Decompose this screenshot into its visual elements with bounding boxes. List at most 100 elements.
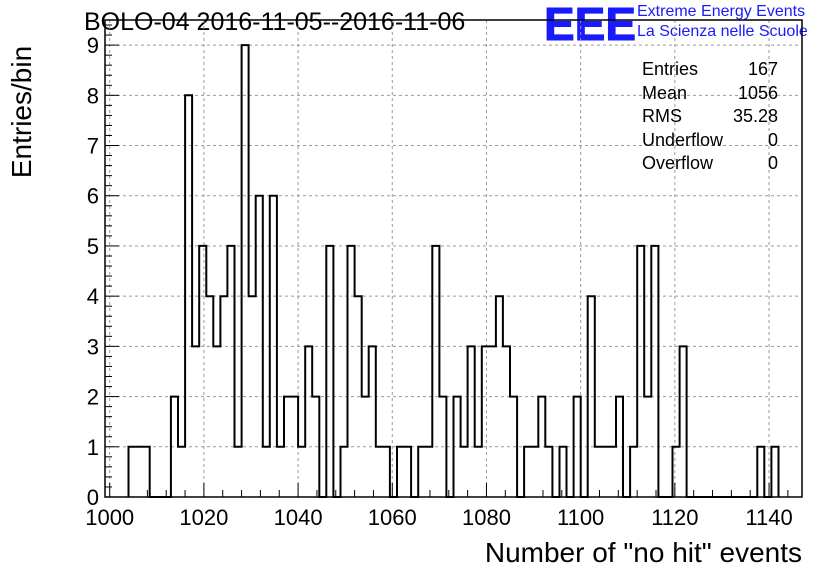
- histogram-bin: [362, 397, 369, 497]
- histogram-bin: [468, 346, 475, 497]
- logo-letters: EEE: [544, 2, 636, 44]
- x-tick-label: 1040: [274, 505, 323, 530]
- y-tick-label: 3: [87, 334, 99, 359]
- stats-box: Entries 167 Mean 1056 RMS 35.28 Underflow 0 Over…: [642, 58, 778, 176]
- histogram-bin: [235, 447, 242, 497]
- x-tick-label: 1100: [557, 505, 604, 530]
- histogram-bin: [129, 447, 136, 497]
- histogram-bin: [425, 447, 432, 497]
- stats-value: 0: [767, 129, 778, 150]
- histogram-bin: [454, 397, 461, 497]
- histogram-bin: [383, 447, 390, 497]
- stats-label: Mean: [642, 82, 688, 103]
- histogram-bin: [538, 397, 545, 497]
- histogram-bin: [404, 447, 411, 497]
- histogram-bin: [298, 447, 305, 497]
- logo-line-2: La Scienza nelle Scuole: [637, 23, 808, 40]
- x-tick-label: 1140: [745, 505, 792, 530]
- histogram-bin: [489, 346, 496, 497]
- histogram-bin: [588, 296, 595, 497]
- histogram-bin: [574, 397, 581, 497]
- histogram-bin: [355, 296, 362, 497]
- y-tick-label: 7: [87, 134, 99, 159]
- stats-value: 167: [747, 59, 778, 79]
- histogram-bin: [220, 296, 227, 497]
- y-tick-label: 1: [87, 435, 99, 460]
- stats-value: 35.28: [732, 106, 778, 126]
- x-tick-label: 1000: [85, 505, 134, 530]
- stats-label: Overflow: [642, 153, 714, 173]
- histogram-bin: [277, 447, 284, 497]
- histogram-bin: [672, 447, 679, 497]
- histogram-bin: [291, 397, 298, 497]
- histogram-bin: [249, 296, 256, 497]
- histogram-bin: [545, 447, 552, 497]
- logo-line-1: Extreme Energy Events: [637, 3, 806, 20]
- stats-row-overflow: Overflow 0: [642, 152, 778, 176]
- histogram-bin: [284, 397, 291, 497]
- x-tick-label: 1020: [179, 505, 228, 530]
- histogram-bin: [616, 397, 623, 497]
- histogram-bin: [771, 447, 778, 497]
- y-tick-label: 9: [87, 33, 99, 58]
- stats-row-underflow: Underflow 0: [642, 129, 778, 153]
- histogram-bin: [376, 447, 383, 497]
- histogram-bin: [609, 447, 616, 497]
- stats-value: 1056: [737, 82, 778, 103]
- histogram-bin: [680, 346, 687, 497]
- histogram-bin: [185, 95, 192, 497]
- histogram-bin: [270, 196, 277, 497]
- histogram-bin: [418, 447, 425, 497]
- y-tick-label: 2: [87, 385, 99, 410]
- histogram-bin: [602, 447, 609, 497]
- x-tick-label: 1060: [368, 505, 417, 530]
- stats-row-entries: Entries 167: [642, 58, 778, 82]
- histogram-bin: [439, 397, 446, 497]
- histogram-bin: [637, 246, 644, 497]
- histogram-bin: [531, 447, 538, 497]
- x-tick-label: 1080: [462, 505, 511, 530]
- histogram-bin: [369, 346, 376, 497]
- histogram-bin: [595, 447, 602, 497]
- histogram-bin: [263, 447, 270, 497]
- histogram-bin: [432, 246, 439, 497]
- histogram-bin: [206, 296, 213, 497]
- histogram-bin: [482, 346, 489, 497]
- histogram-bin: [524, 447, 531, 497]
- histogram-bin: [199, 246, 206, 497]
- stats-label: Entries: [642, 59, 699, 79]
- histogram-bin: [227, 246, 234, 497]
- chart-title: BOLO-04 2016-11-05--2016-11-06: [84, 8, 466, 36]
- stats-value: 0: [767, 153, 778, 173]
- histogram-bin: [326, 246, 333, 497]
- histogram-bin: [143, 447, 150, 497]
- y-tick-label: 0: [87, 485, 99, 510]
- histogram-bin: [305, 346, 312, 497]
- y-tick-label: 5: [87, 234, 99, 259]
- histogram-outline: [127, 44, 780, 498]
- histogram-bin: [559, 447, 566, 497]
- histogram-bin: [348, 246, 355, 497]
- histogram-bin: [178, 447, 185, 497]
- histogram-bin: [397, 447, 404, 497]
- stats-row-mean: Mean 1056: [642, 82, 778, 106]
- histogram-bin: [651, 246, 658, 497]
- y-tick-label: 4: [87, 284, 99, 309]
- histogram-bin: [461, 447, 468, 497]
- histogram-bin: [213, 346, 220, 497]
- stats-label: Underflow: [642, 129, 724, 150]
- histogram-bin: [171, 397, 178, 497]
- histogram-bin: [340, 447, 347, 497]
- x-axis-label: Number of "no hit" events: [484, 537, 802, 568]
- logo-caption: Extreme Energy Events La Scienza nelle S…: [637, 2, 808, 42]
- histogram-bin: [256, 196, 263, 497]
- histogram-bin: [242, 45, 249, 497]
- histogram-bin: [510, 397, 517, 497]
- histogram-bin: [496, 296, 503, 497]
- x-tick-label: 1120: [651, 505, 698, 530]
- y-tick-label: 6: [87, 184, 99, 209]
- histogram-bin: [312, 397, 319, 497]
- y-tick-label: 8: [87, 83, 99, 108]
- histogram-bin: [757, 447, 764, 497]
